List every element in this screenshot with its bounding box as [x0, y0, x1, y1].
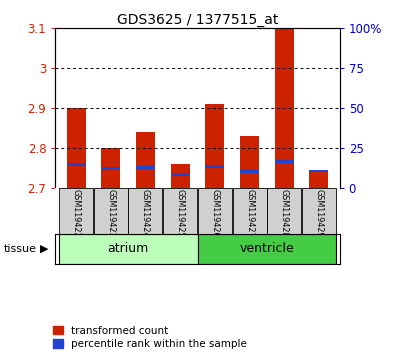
Bar — [171, 173, 190, 176]
Bar — [59, 234, 197, 264]
Bar — [233, 188, 267, 234]
Bar — [240, 136, 259, 188]
Bar — [136, 132, 155, 188]
Text: tissue: tissue — [4, 244, 37, 254]
Text: ▶: ▶ — [40, 244, 48, 254]
Bar — [309, 170, 328, 172]
Text: GSM119428: GSM119428 — [280, 189, 289, 238]
Bar — [205, 104, 224, 188]
Bar — [240, 170, 259, 173]
Text: GSM119423: GSM119423 — [106, 189, 115, 238]
Legend: transformed count, percentile rank within the sample: transformed count, percentile rank withi… — [53, 326, 247, 349]
Bar — [67, 108, 86, 188]
Text: atrium: atrium — [107, 242, 149, 255]
Bar — [59, 188, 93, 234]
Bar — [275, 28, 294, 188]
Bar — [198, 188, 232, 234]
Bar — [128, 188, 162, 234]
Bar — [309, 172, 328, 188]
Bar — [275, 160, 294, 163]
Bar — [101, 148, 120, 188]
Bar — [198, 234, 336, 264]
Bar — [136, 166, 155, 169]
Bar — [94, 188, 128, 234]
Text: GSM119427: GSM119427 — [245, 189, 254, 238]
Bar — [205, 165, 224, 168]
Bar — [267, 188, 301, 234]
Bar — [163, 188, 197, 234]
Text: GSM119422: GSM119422 — [71, 189, 81, 238]
Text: GSM119426: GSM119426 — [211, 189, 219, 238]
Bar — [101, 167, 120, 170]
Bar — [67, 163, 86, 166]
Text: GSM119424: GSM119424 — [141, 189, 150, 238]
Text: ventricle: ventricle — [239, 242, 294, 255]
Text: GSM119425: GSM119425 — [176, 189, 184, 238]
Bar — [171, 164, 190, 188]
Bar — [302, 188, 336, 234]
Title: GDS3625 / 1377515_at: GDS3625 / 1377515_at — [117, 13, 278, 27]
Text: GSM119429: GSM119429 — [314, 189, 324, 238]
